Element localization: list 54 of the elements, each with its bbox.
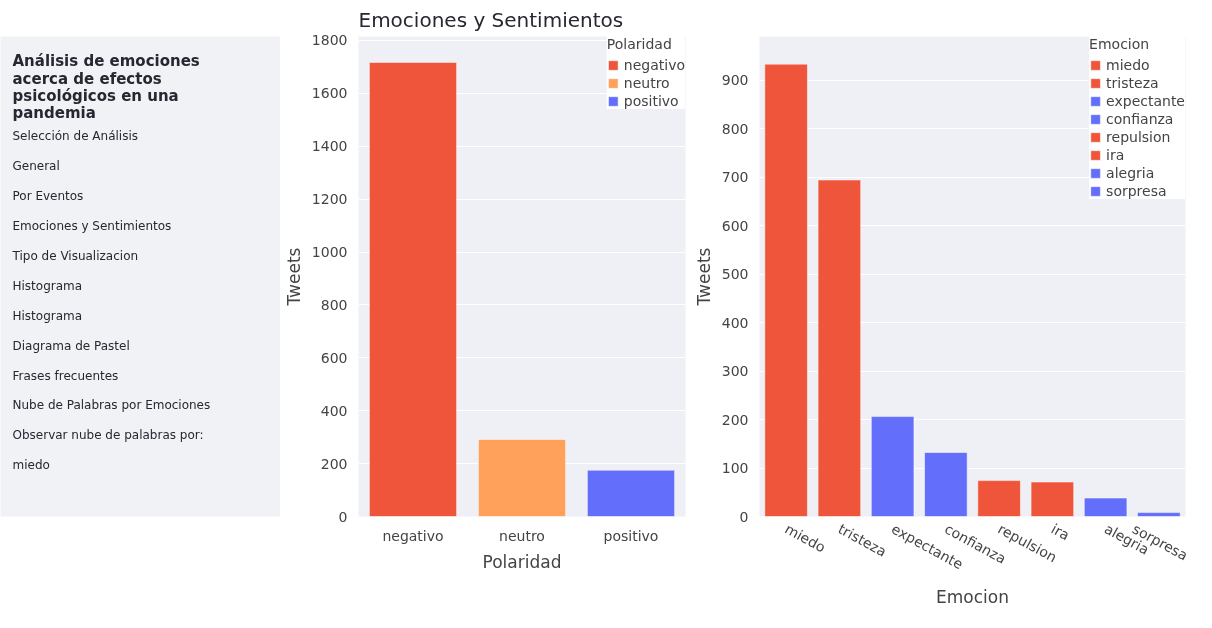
x-axis-title: Polaridad: [606, 36, 673, 52]
x-tick-label: positivo: [603, 527, 659, 544]
y-tick-label: 0: [338, 508, 348, 525]
legend-label: neutro: [623, 75, 670, 91]
y-tick-label: 600: [721, 217, 749, 234]
chart-title: Emociones y Sentimientos: [358, 7, 624, 32]
legend-label: ira: [1106, 147, 1126, 163]
y-tick-label: 1600: [311, 85, 348, 102]
legend-title: Polaridad: [482, 551, 562, 572]
y-tick-label: 100: [721, 460, 749, 477]
y-tick-label: 1000: [311, 244, 348, 261]
y-tick-label: 600: [320, 349, 348, 366]
y-tick-label: 200: [320, 455, 348, 472]
text: Nube de Palabras por Emociones: [12, 398, 211, 413]
legend-label: sorpresa: [1106, 183, 1167, 199]
y-tick-label: 1400: [311, 138, 348, 155]
text: Histograma: [12, 278, 83, 293]
x-axis-title: Emocion: [1089, 36, 1151, 52]
y-tick-label: 1800: [311, 32, 348, 49]
y-tick-label: 800: [320, 296, 348, 313]
y-tick-label: 500: [721, 266, 749, 283]
text: Histograma: [12, 308, 83, 323]
y-axis-title: Tweets: [283, 247, 304, 307]
legend-label: expectante: [1106, 93, 1185, 109]
legend-label: alegria: [1106, 165, 1155, 181]
y-tick-label: 0: [739, 508, 749, 525]
legend-label: tristeza: [1106, 75, 1159, 91]
text: Selección de Análisis: [12, 129, 138, 144]
legend-label: confianza: [1106, 111, 1174, 127]
text: Por Eventos: [12, 189, 84, 204]
x-tick-label: neutro: [499, 527, 545, 544]
text: miedo: [12, 458, 50, 473]
text: Tipo de Visualizacion: [11, 248, 139, 263]
legend-label: positivo: [623, 93, 679, 109]
y-tick-label: 700: [721, 169, 749, 186]
y-tick-label: 200: [721, 411, 749, 428]
text: Análisis de emociones acerca de efectos psicológicos en una pandemia: [12, 52, 200, 123]
text: Frases frecuentes: [12, 368, 119, 383]
y-tick-label: 400: [721, 314, 749, 331]
text: Emociones y Sentimientos: [12, 219, 172, 234]
text: General: [12, 159, 60, 174]
y-tick-label: 800: [721, 120, 749, 137]
y-tick-label: 1200: [311, 191, 348, 208]
legend-label: miedo: [1106, 57, 1150, 73]
y-axis-title: Tweets: [693, 247, 714, 307]
y-tick-label: 900: [721, 72, 749, 89]
y-tick-label: 300: [721, 363, 749, 380]
text: Diagrama de Pastel: [12, 338, 130, 353]
legend-label: negativo: [623, 57, 685, 73]
legend-title: Emocion: [936, 587, 1009, 608]
legend-label: repulsion: [1106, 129, 1171, 145]
text: Observar nube de palabras por:: [12, 428, 204, 443]
y-tick-label: 400: [320, 402, 348, 419]
x-tick-label: negativo: [382, 527, 444, 544]
